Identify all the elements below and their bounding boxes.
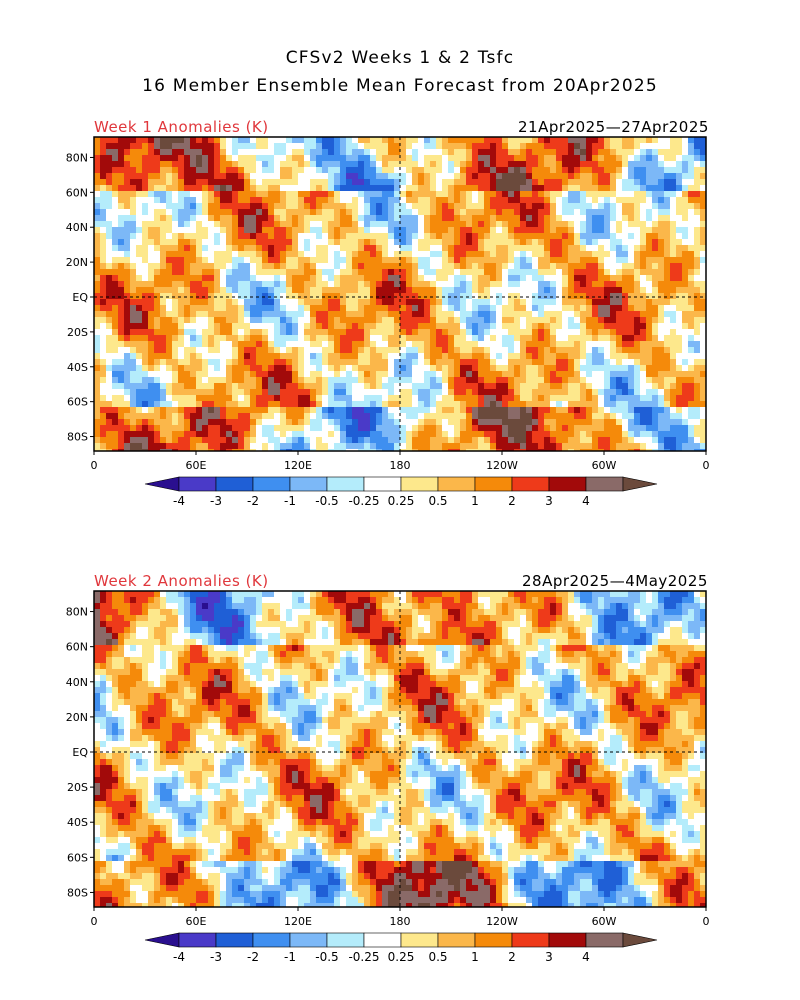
colorbar-swatch bbox=[585, 476, 624, 492]
week1-lat-label: 40S bbox=[67, 361, 88, 374]
colorbar-tick-label: 3 bbox=[545, 494, 553, 508]
colorbar-swatch bbox=[289, 932, 328, 948]
week1-date-range: 21Apr2025—27Apr2025 bbox=[518, 118, 709, 136]
week1-lon-label: 120W bbox=[486, 459, 518, 472]
colorbar-swatch bbox=[178, 932, 217, 948]
colorbar-swatch bbox=[474, 476, 513, 492]
week2-lat-label: 60S bbox=[67, 851, 88, 864]
week1-lon-label: 120E bbox=[284, 459, 312, 472]
week2-lon-label: 60W bbox=[592, 915, 617, 928]
colorbar-tick-label: 0.25 bbox=[388, 494, 415, 508]
colorbar-swatch bbox=[215, 932, 254, 948]
colorbar-swatch bbox=[437, 932, 476, 948]
colorbar-swatch bbox=[400, 476, 439, 492]
colorbar-swatch bbox=[363, 476, 402, 492]
colorbar-swatch bbox=[437, 476, 476, 492]
week1-lon-label: 60W bbox=[592, 459, 617, 472]
week1-lon-label: 0 bbox=[91, 459, 98, 472]
week2-lat-label: 60N bbox=[66, 641, 88, 654]
week2-lat-label: 20S bbox=[67, 781, 88, 794]
colorbar-swatch bbox=[511, 476, 550, 492]
colorbar-swatch bbox=[548, 476, 587, 492]
week1-anomaly-field bbox=[94, 137, 706, 451]
colorbar-tick-label: -0.25 bbox=[348, 950, 379, 964]
colorbar-swatch bbox=[511, 932, 550, 948]
colorbar-swatch bbox=[474, 932, 513, 948]
week2-anomaly-field bbox=[94, 591, 706, 907]
week1-lat-label: 20S bbox=[67, 326, 88, 339]
week2-lon-label: 120E bbox=[284, 915, 312, 928]
week2-lat-label: 20N bbox=[66, 711, 88, 724]
chart-title-line-2: 16 Member Ensemble Mean Forecast from 20… bbox=[142, 76, 658, 96]
week1-lat-label: 60N bbox=[66, 186, 88, 199]
week1-lon-label: 0 bbox=[703, 459, 710, 472]
colorbar-tick-label: -4 bbox=[173, 950, 185, 964]
colorbar-tick-label: -3 bbox=[210, 950, 222, 964]
week2-lat-label: EQ bbox=[72, 746, 88, 759]
colorbar-swatch bbox=[215, 476, 254, 492]
week2-lon-label: 0 bbox=[703, 915, 710, 928]
colorbar-tick-label: -2 bbox=[247, 950, 259, 964]
colorbar-swatch bbox=[585, 932, 624, 948]
week1-lat-label: 80N bbox=[66, 151, 88, 164]
colorbar-tick-label: 1 bbox=[471, 494, 479, 508]
week2-lon-label: 180 bbox=[390, 915, 411, 928]
week1-lon-label: 180 bbox=[390, 459, 411, 472]
week1-lat-label: EQ bbox=[72, 291, 88, 304]
colorbar-swatch bbox=[326, 476, 365, 492]
week2-date-range: 28Apr2025—4May2025 bbox=[522, 572, 708, 590]
week2-colorbar: -4 -3 -2 -1 -0.5 -0.25 0.25 0.5 1 2 3 4 bbox=[144, 932, 658, 964]
week1-lat-label: 80S bbox=[67, 431, 88, 444]
week2-lat-label: 40N bbox=[66, 676, 88, 689]
week2-lon-label: 0 bbox=[91, 915, 98, 928]
colorbar-swatch bbox=[326, 932, 365, 948]
week1-lon-label: 60E bbox=[186, 459, 207, 472]
week2-lat-label: 80N bbox=[66, 606, 88, 619]
colorbar-tick-label: -2 bbox=[247, 494, 259, 508]
week2-panel-label: Week 2 Anomalies (K) bbox=[94, 572, 269, 590]
colorbar-swatch bbox=[400, 932, 439, 948]
week2-lat-label: 40S bbox=[67, 816, 88, 829]
colorbar-tick-label: -1 bbox=[284, 950, 296, 964]
colorbar-tick-label: -1 bbox=[284, 494, 296, 508]
week2-lon-label: 120W bbox=[486, 915, 518, 928]
colorbar-tick-label: -0.5 bbox=[315, 494, 338, 508]
week2-lat-label: 80S bbox=[67, 886, 88, 899]
colorbar-tick-label: -0.25 bbox=[348, 494, 379, 508]
colorbar-tick-label: 2 bbox=[508, 494, 516, 508]
colorbar-tick-label: -4 bbox=[173, 494, 185, 508]
colorbar-swatch bbox=[252, 932, 291, 948]
colorbar-swatch bbox=[289, 476, 328, 492]
colorbar-tick-label: 4 bbox=[582, 950, 590, 964]
colorbar-swatch bbox=[548, 932, 587, 948]
colorbar-tick-label: 0.5 bbox=[428, 950, 447, 964]
week1-lat-label: 20N bbox=[66, 256, 88, 269]
colorbar-tick-label: 0.5 bbox=[428, 494, 447, 508]
week1-colorbar: -4 -3 -2 -1 -0.5 -0.25 0.25 0.5 1 2 3 4 bbox=[144, 476, 658, 508]
colorbar-swatch bbox=[363, 932, 402, 948]
colorbar-tick-label: -3 bbox=[210, 494, 222, 508]
week1-panel-label: Week 1 Anomalies (K) bbox=[94, 118, 269, 136]
colorbar-tick-label: 4 bbox=[582, 494, 590, 508]
colorbar-tick-label: 3 bbox=[545, 950, 553, 964]
colorbar-tick-label: 1 bbox=[471, 950, 479, 964]
week2-lon-label: 60E bbox=[186, 915, 207, 928]
colorbar-swatch bbox=[178, 476, 217, 492]
week1-lat-label: 40N bbox=[66, 221, 88, 234]
colorbar-tick-label: 0.25 bbox=[388, 950, 415, 964]
colorbar-tick-label: -0.5 bbox=[315, 950, 338, 964]
week1-lat-label: 60S bbox=[67, 396, 88, 409]
chart-title-line-1: CFSv2 Weeks 1 & 2 Tsfc bbox=[285, 48, 515, 68]
colorbar-swatch bbox=[252, 476, 291, 492]
colorbar-tick-label: 2 bbox=[508, 950, 516, 964]
